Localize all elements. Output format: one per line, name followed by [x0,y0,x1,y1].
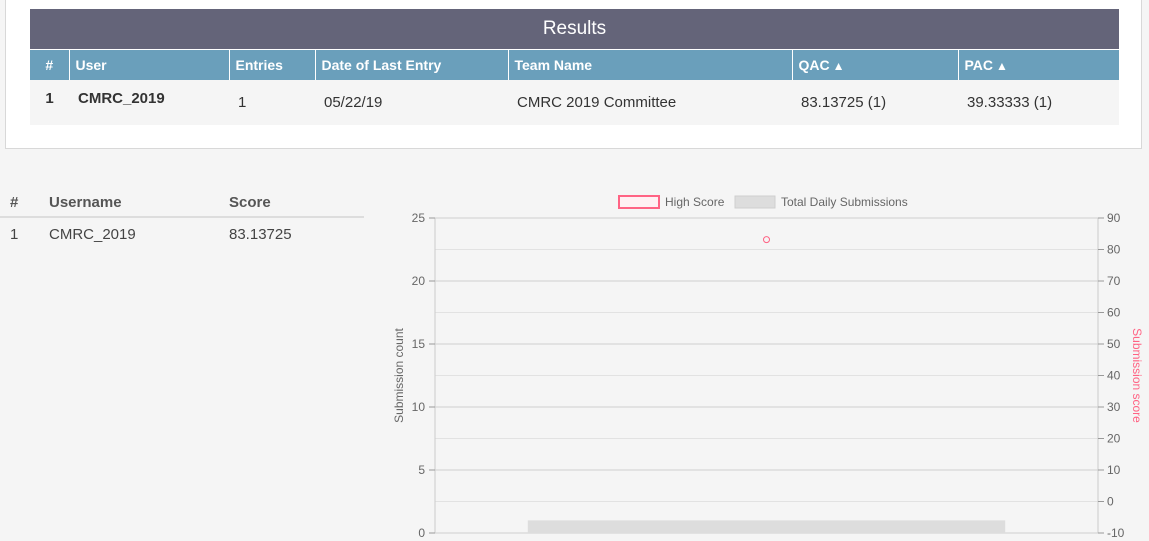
y-right-tick-label: 80 [1107,243,1121,257]
y-right-tick-label: 10 [1107,463,1121,477]
sort-asc-icon[interactable]: ▲ [996,59,1008,73]
column-header-user: User [69,50,230,80]
high-score-point[interactable] [763,236,770,244]
table-row: 1 CMRC_2019 83.13725 [0,217,364,250]
y-left-axis-title: Submission count [392,327,406,422]
team-cell: CMRC 2019 Committee [508,80,792,125]
date-cell: 05/22/19 [315,80,508,125]
submission-bar [527,520,1006,533]
leaderboard-header-score: Score [219,188,364,218]
column-header-pac[interactable]: PAC ▲ [958,50,1119,80]
results-header-row: # User Entries Date of Last Entry Team N… [30,50,1119,80]
pac-label: PAC [964,57,994,73]
y-left-tick-label: 10 [412,400,426,414]
legend-submissions-swatch[interactable] [734,195,776,209]
leaderboard-username: CMRC_2019 [49,225,136,243]
legend-high-score-swatch[interactable] [618,195,660,209]
y-right-tick-label: 40 [1107,369,1121,383]
leaderboard-header-row: # Username Score [0,188,364,218]
y-right-tick-label: 50 [1107,337,1121,351]
legend-submissions-label[interactable]: Total Daily Submissions [781,195,908,209]
column-header-date: Date of Last Entry [315,50,509,80]
qac-cell: 83.13725 (1) [792,80,958,125]
results-table: # User Entries Date of Last Entry Team N… [30,50,1119,125]
rank-cell: 1 [30,80,69,125]
y-right-tick-label: 90 [1107,211,1121,225]
entries-cell: 1 [229,80,315,125]
column-header-entries: Entries [229,50,316,80]
y-left-tick-label: 5 [418,463,425,477]
column-header-qac[interactable]: QAC ▲ [792,50,959,80]
results-title: Results [30,9,1119,49]
leaderboard-header-username: Username [39,188,219,218]
y-right-tick-label: 70 [1107,274,1121,288]
y-right-tick-label: 0 [1107,495,1114,509]
pac-cell: 39.33333 (1) [958,80,1119,125]
y-left-tick-label: 20 [412,274,426,288]
y-left-tick-label: 15 [412,337,426,351]
y-right-tick-label: -10 [1107,526,1125,540]
leaderboard-rank: 1 [10,225,19,243]
sort-asc-icon[interactable]: ▲ [832,59,845,73]
y-left-tick-label: 0 [418,526,425,540]
legend-high-score-label[interactable]: High Score [665,195,725,209]
leaderboard-score: 83.13725 [229,225,292,243]
table-row: 1 CMRC_2019 1 05/22/19 CMRC 2019 Committ… [30,80,1119,125]
results-panel: Results # User Entries Date of Last Entr… [5,0,1142,149]
y-right-axis-title: Submission score [1130,328,1144,423]
leaderboard-header-rank: # [0,188,39,218]
column-header-team: Team Name [508,50,793,80]
qac-label: QAC [798,57,830,73]
y-left-tick-label: 25 [412,211,426,225]
y-right-tick-label: 60 [1107,306,1121,320]
y-right-tick-label: 20 [1107,432,1121,446]
submissions-chart: 0 5 10 15 20 25 -10 0 10 20 30 40 50 60 70 80 90 Submissi… [392,195,1144,540]
leaderboard-table: # Username Score 1 CMRC_2019 83.13725 [0,188,364,250]
user-link[interactable]: CMRC_2019 [69,80,229,125]
y-right-tick-label: 30 [1107,400,1121,414]
column-header-rank: # [30,50,70,80]
